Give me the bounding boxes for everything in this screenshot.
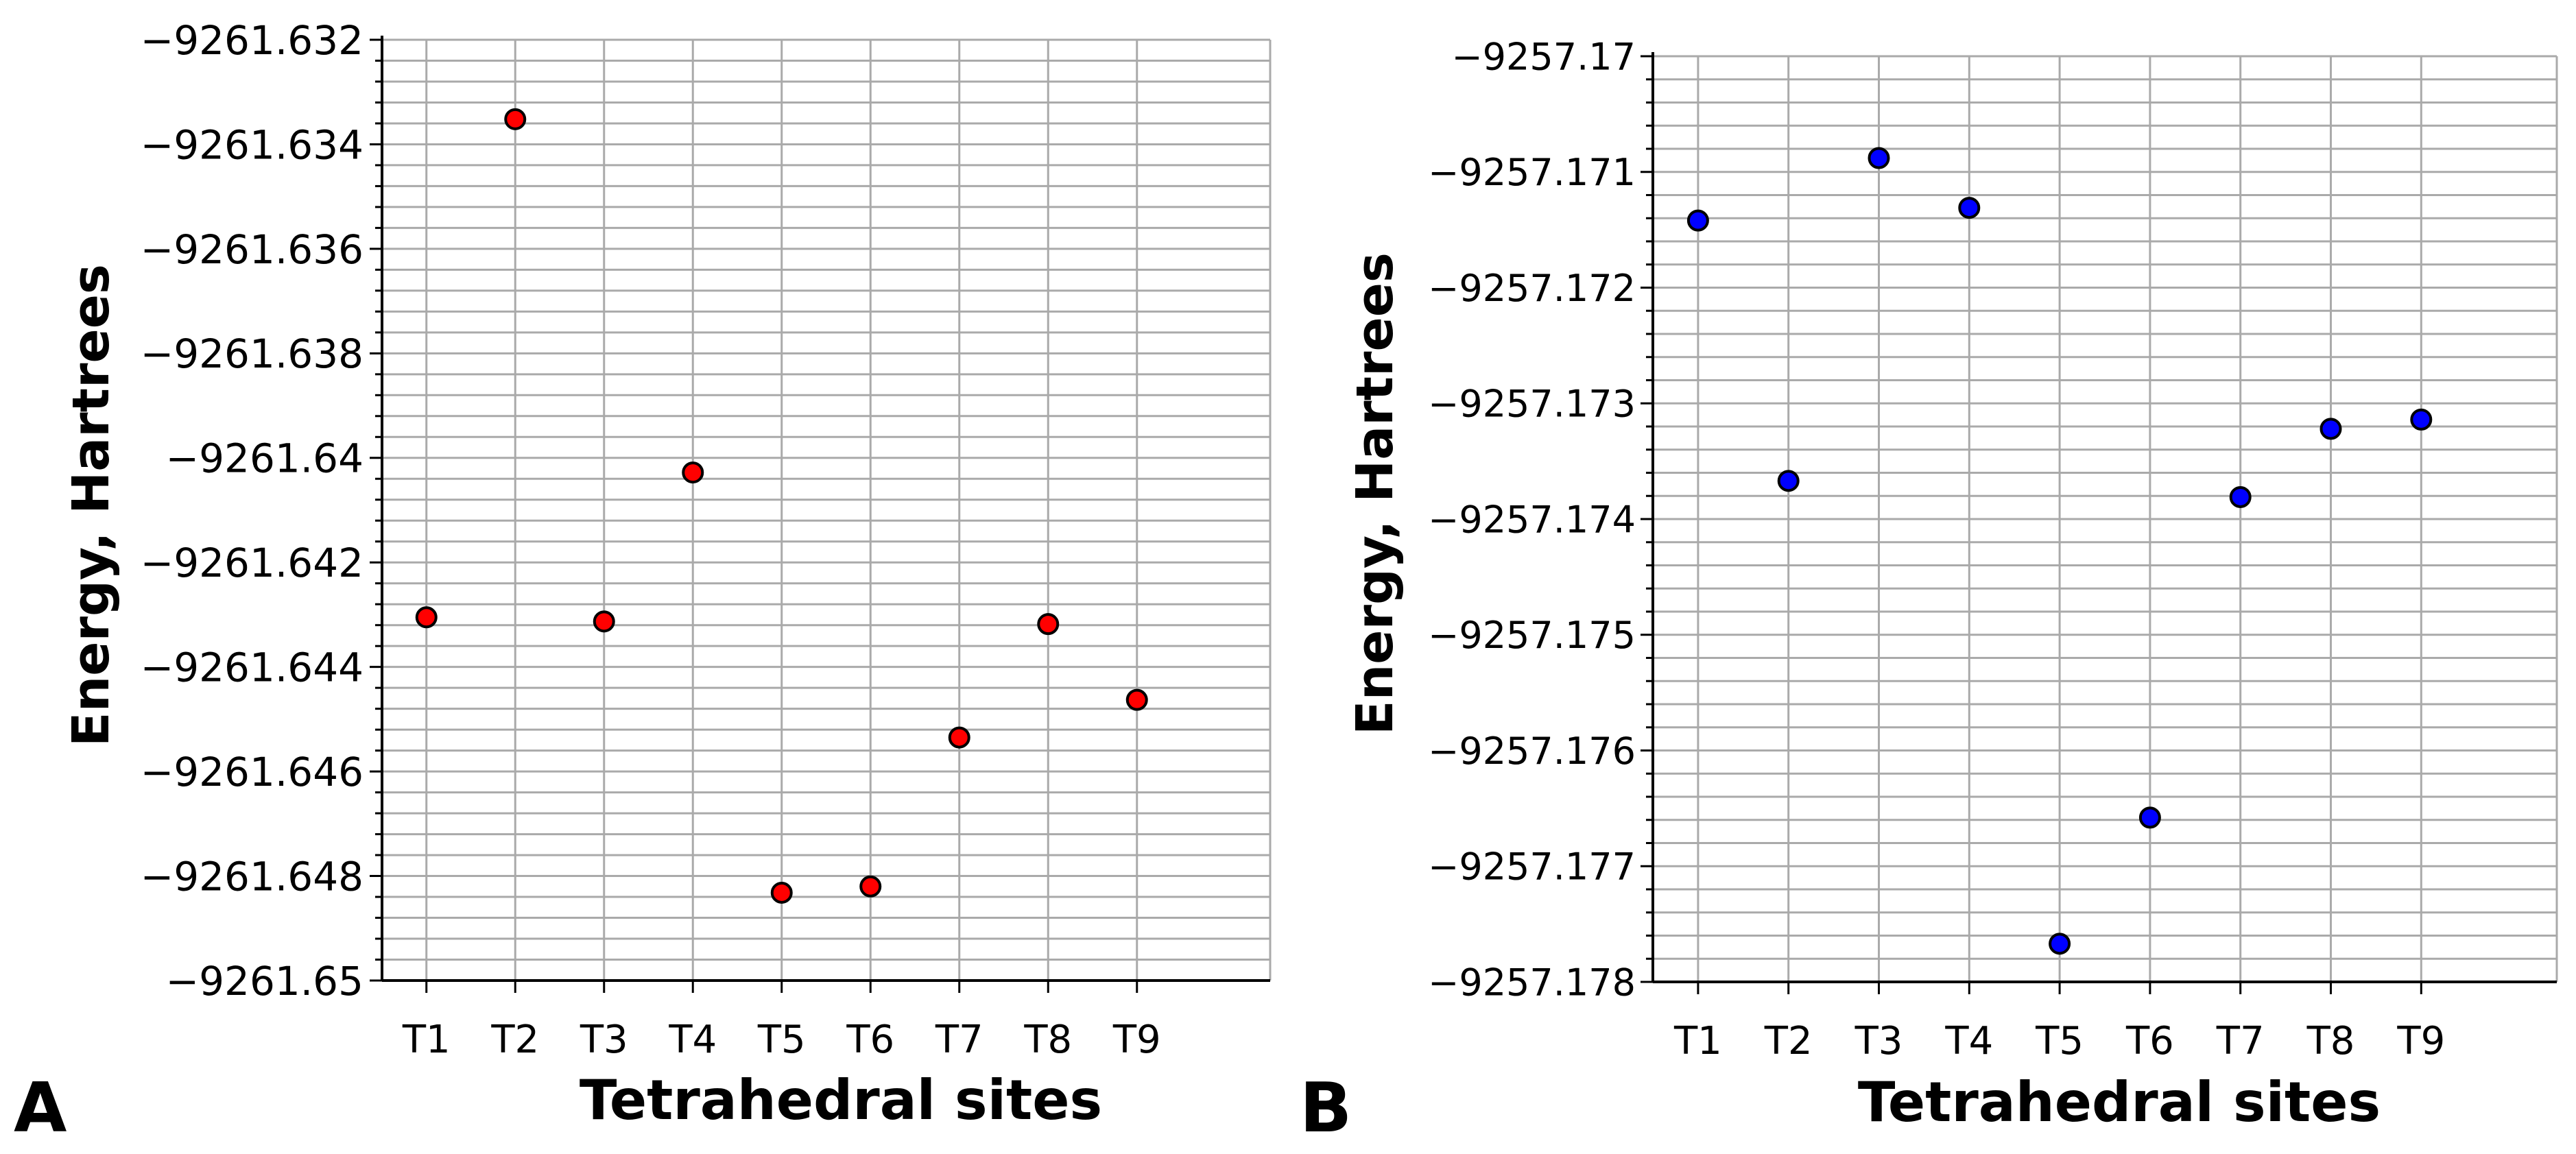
- panel-b-y-tick-label: −9257.175: [1428, 614, 1636, 657]
- panel-a-y-tick-label: −9261.64: [166, 435, 363, 482]
- panel-b-ticks: [1641, 52, 2557, 994]
- panel-a-y-tick-label: −9261.646: [141, 749, 363, 795]
- panel-a-y-tick-label: −9261.648: [141, 853, 363, 900]
- panel-b-grid: [1653, 55, 2558, 983]
- panel-b-point-t6: [2138, 806, 2161, 829]
- panel-a-point-t8: [1037, 613, 1060, 636]
- panel-a-y-tick-label: −9261.634: [141, 121, 363, 168]
- panel-a-y-tick-label: −9261.632: [141, 17, 363, 64]
- panel-b-point-t9: [2410, 408, 2433, 431]
- panel-b-x-tick-label: T6: [2125, 1019, 2174, 1063]
- panel-b-y-tick-label: −9257.177: [1428, 845, 1636, 889]
- panel-a-x-tick-label: T8: [1023, 1018, 1072, 1062]
- panel-a-point-t3: [593, 610, 615, 633]
- panel-b-x-tick-label: T1: [1673, 1019, 1722, 1063]
- panel-b-points: [1686, 147, 2433, 955]
- panel-a-x-tick-label: T5: [757, 1018, 806, 1062]
- panel-a-point-t6: [859, 875, 882, 898]
- panel-b-point-t8: [2319, 418, 2342, 440]
- panel-b-point-t3: [1868, 147, 1890, 169]
- panel-a-point-t1: [415, 606, 438, 629]
- panel-a-point-t5: [770, 881, 793, 904]
- panel-a-points: [415, 108, 1148, 904]
- panel-a-x-tick-label: T4: [668, 1018, 717, 1062]
- panel-b-y-tick-label: −9257.173: [1428, 383, 1636, 426]
- panel-a-x-tick-label: T1: [402, 1018, 451, 1062]
- panel-a: −9261.632 −9261.634 −9261.636 −9261.638 −926…: [14, 17, 1272, 1148]
- panel-b-y-tick-label: −9257.17: [1451, 35, 1636, 78]
- panel-a-y-tick-labels: −9261.632 −9261.634 −9261.636 −9261.638 −926…: [141, 17, 363, 1005]
- panel-a-y-axis-title: Energy, Hartrees: [62, 264, 121, 747]
- panel-b-letter: B: [1300, 1068, 1352, 1148]
- panel-a-x-tick-label: T3: [580, 1018, 628, 1062]
- panel-b-y-tick-labels: −9257.17 −9257.171 −9257.172 −9257.173 −9257…: [1428, 35, 1636, 1004]
- panel-b-y-tick-label: −9257.174: [1428, 498, 1636, 541]
- panel-b-x-tick-label: T3: [1855, 1019, 1903, 1063]
- panel-b-y-axis-title: Energy, Hartrees: [1346, 252, 1405, 735]
- panel-b-point-t5: [2049, 933, 2071, 955]
- panel-b-x-tick-label: T8: [2306, 1019, 2355, 1063]
- panel-a-x-axis-title: Tetrahedral sites: [580, 1068, 1102, 1132]
- panel-b-x-axis-title: Tetrahedral sites: [1858, 1070, 2381, 1134]
- panel-b-x-tick-label: T5: [2035, 1019, 2084, 1063]
- panel-b-x-tick-label: T2: [1764, 1019, 1813, 1063]
- panel-a-y-tick-label: −9261.638: [141, 330, 363, 377]
- panel-b-y-tick-label: −9257.178: [1428, 961, 1636, 1004]
- panel-a-x-tick-label: T6: [846, 1018, 894, 1062]
- panel-a-ticks: [370, 36, 1270, 993]
- panel-a-x-tick-labels: T1 T2 T3 T4 T5 T6 T7 T8 T9: [402, 1018, 1161, 1062]
- panel-b-x-tick-label: T9: [2396, 1019, 2445, 1063]
- panel-b: −9257.17 −9257.171 −9257.172 −9257.173 −9257…: [1300, 35, 2558, 1148]
- panel-b-point-t7: [2229, 485, 2252, 508]
- panel-b-y-tick-label: −9257.171: [1428, 151, 1636, 194]
- panel-a-point-t7: [948, 726, 970, 749]
- panel-a-y-tick-label: −9261.65: [166, 958, 363, 1005]
- panel-a-y-tick-label: −9261.644: [141, 645, 363, 691]
- panel-a-x-tick-label: T7: [935, 1018, 983, 1062]
- panel-b-point-t2: [1777, 470, 1800, 492]
- panel-a-y-tick-label: −9261.636: [141, 226, 363, 273]
- panel-b-point-t1: [1686, 209, 1709, 232]
- panel-a-point-t9: [1125, 688, 1148, 711]
- panel-a-point-t4: [682, 461, 704, 484]
- panel-b-y-tick-label: −9257.172: [1428, 267, 1636, 310]
- panel-a-x-tick-label: T2: [490, 1018, 539, 1062]
- panel-b-x-tick-label: T4: [1944, 1019, 1993, 1063]
- panel-b-point-t4: [1958, 197, 1981, 219]
- panel-b-x-tick-labels: T1 T2 T3 T4 T5 T6 T7 T8 T9: [1673, 1019, 2445, 1063]
- panel-a-grid: [382, 38, 1272, 982]
- panel-b-y-tick-label: −9257.176: [1428, 730, 1636, 773]
- panel-a-point-t2: [504, 108, 527, 130]
- panel-a-letter: A: [14, 1068, 67, 1148]
- panel-a-x-tick-label: T9: [1112, 1018, 1161, 1062]
- panel-a-y-tick-label: −9261.642: [141, 540, 363, 586]
- panel-b-x-tick-label: T7: [2216, 1019, 2265, 1063]
